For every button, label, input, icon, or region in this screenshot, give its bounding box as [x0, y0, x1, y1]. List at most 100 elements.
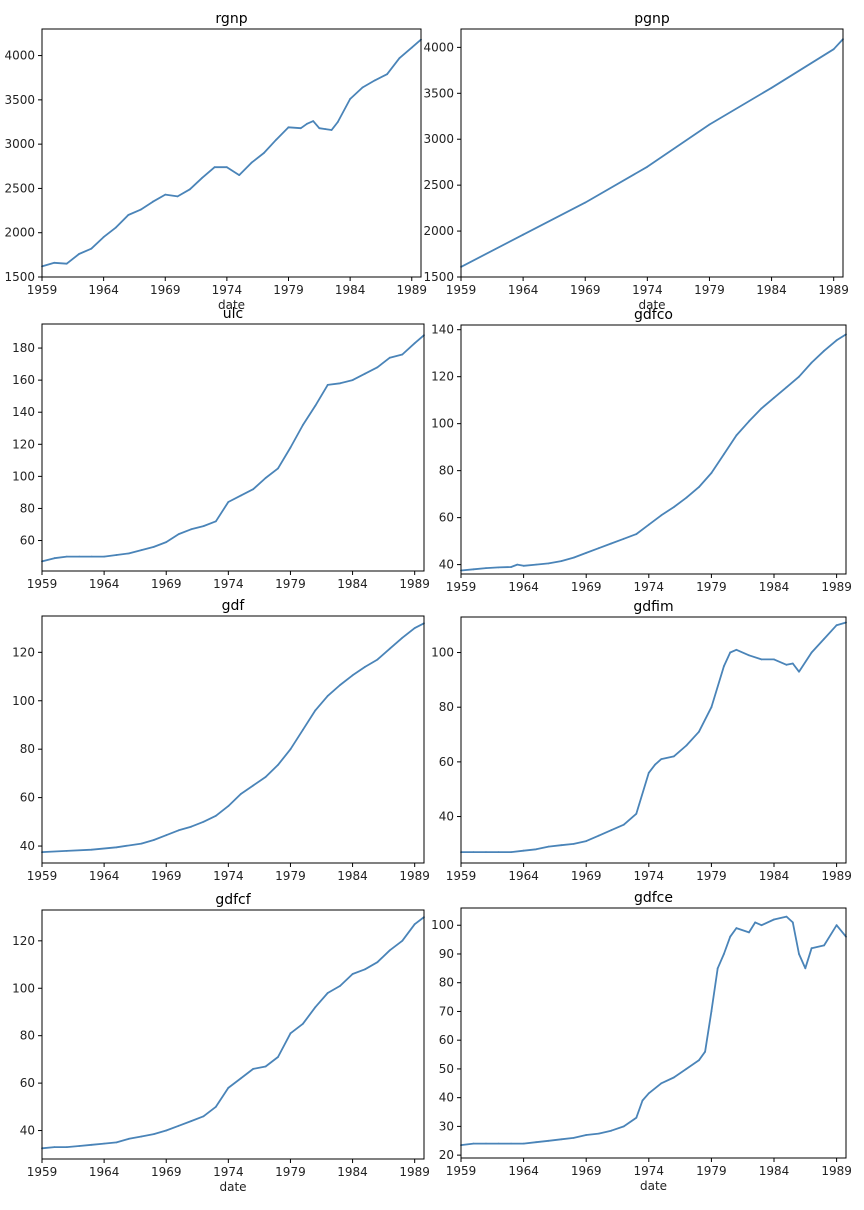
data-point — [622, 1125, 625, 1128]
data-point — [127, 214, 130, 216]
data-point — [351, 973, 354, 975]
data-point — [773, 918, 775, 921]
data-point — [65, 555, 68, 558]
data-point — [635, 533, 638, 535]
data-point — [189, 188, 191, 191]
data-point — [641, 1099, 644, 1102]
data-point — [760, 924, 763, 927]
y-tick-label: 1500 — [4, 270, 35, 284]
data-point — [312, 120, 315, 122]
x-axis-label: date — [218, 298, 245, 312]
data-point — [115, 226, 117, 229]
series-line-rgnp — [41, 38, 422, 268]
y-tick-label: 40 — [439, 810, 454, 824]
data-point — [710, 706, 713, 709]
data-point — [65, 1146, 68, 1148]
x-tick-label: 1974 — [212, 283, 243, 297]
data-point — [190, 825, 193, 828]
y-tick-label: 60 — [439, 511, 454, 525]
data-point — [376, 366, 379, 369]
data-point — [326, 695, 329, 697]
x-tick-label: 1969 — [571, 869, 602, 883]
x-tick-label: 1984 — [337, 577, 368, 591]
data-point — [53, 261, 56, 264]
data-point — [748, 654, 750, 657]
x-tick-label: 1964 — [89, 1165, 120, 1179]
data-point — [78, 555, 81, 558]
data-point — [339, 684, 341, 686]
y-tick-label: 100 — [12, 981, 35, 995]
data-point — [770, 86, 773, 89]
data-point — [152, 839, 155, 841]
x-tick-label: 1959 — [446, 869, 477, 883]
data-point — [65, 850, 68, 852]
chart-title: rgnp — [215, 11, 247, 27]
y-tick-label: 40 — [20, 1124, 35, 1138]
data-point — [413, 342, 416, 345]
y-tick-label: 60 — [20, 1076, 35, 1090]
data-point — [215, 814, 217, 817]
data-point — [560, 560, 563, 562]
data-point — [227, 1087, 230, 1089]
data-point — [635, 812, 638, 815]
data-point — [287, 126, 290, 129]
chart-title: ulc — [223, 306, 243, 322]
y-tick-label: 120 — [12, 934, 35, 948]
data-point — [635, 1116, 638, 1119]
y-tick-label: 100 — [431, 646, 454, 660]
data-point — [349, 98, 351, 100]
data-point — [823, 944, 825, 947]
series-line-pgnp — [460, 38, 844, 268]
data-point — [472, 1142, 475, 1145]
data-point — [823, 349, 825, 352]
x-tick-label: 1969 — [571, 1164, 602, 1178]
data-point — [510, 851, 512, 853]
data-point — [647, 523, 650, 526]
data-point — [698, 486, 700, 488]
data-point — [65, 262, 68, 265]
data-point — [306, 122, 308, 125]
data-point — [497, 566, 500, 569]
data-point — [510, 566, 512, 568]
data-point — [485, 851, 487, 853]
data-point — [177, 829, 180, 832]
data-point — [723, 953, 725, 955]
data-point — [250, 161, 253, 164]
y-tick-label: 1500 — [423, 270, 454, 284]
data-point — [735, 434, 738, 437]
y-tick-label: 100 — [431, 918, 454, 932]
data-point — [339, 985, 341, 987]
x-tick-label: 1959 — [446, 580, 477, 594]
data-point — [791, 921, 794, 924]
data-point — [647, 1092, 650, 1095]
data-point — [735, 927, 738, 929]
y-tick-label: 3000 — [4, 137, 35, 151]
x-tick-label: 1979 — [273, 283, 304, 297]
data-point — [810, 651, 813, 654]
data-point — [314, 404, 317, 407]
data-point — [572, 1137, 575, 1139]
y-tick-label: 180 — [12, 341, 35, 355]
data-point — [336, 121, 339, 123]
data-point — [735, 648, 738, 651]
series-line-gdf — [41, 622, 425, 853]
data-point — [275, 138, 278, 141]
y-tick-label: 50 — [439, 1062, 454, 1076]
data-point — [252, 1068, 255, 1070]
data-point — [401, 636, 404, 639]
x-tick-label: 1964 — [508, 580, 539, 594]
data-point — [685, 496, 688, 499]
subplot-gdfcf: gdfcf 40 60 80 100 120 1959 1964 1969 1974 1979 198… — [12, 892, 430, 1194]
data-point — [597, 834, 600, 837]
x-tick-label: 1964 — [89, 577, 120, 591]
y-tick-label: 70 — [439, 1004, 454, 1018]
data-point — [277, 1056, 279, 1058]
data-point — [351, 674, 354, 677]
series-line-gdfco — [460, 333, 847, 572]
y-tick-label: 40 — [20, 839, 35, 853]
data-point — [572, 843, 575, 845]
data-point — [90, 247, 93, 250]
data-point — [685, 1068, 688, 1070]
data-point — [386, 73, 388, 76]
data-point — [289, 1032, 292, 1035]
